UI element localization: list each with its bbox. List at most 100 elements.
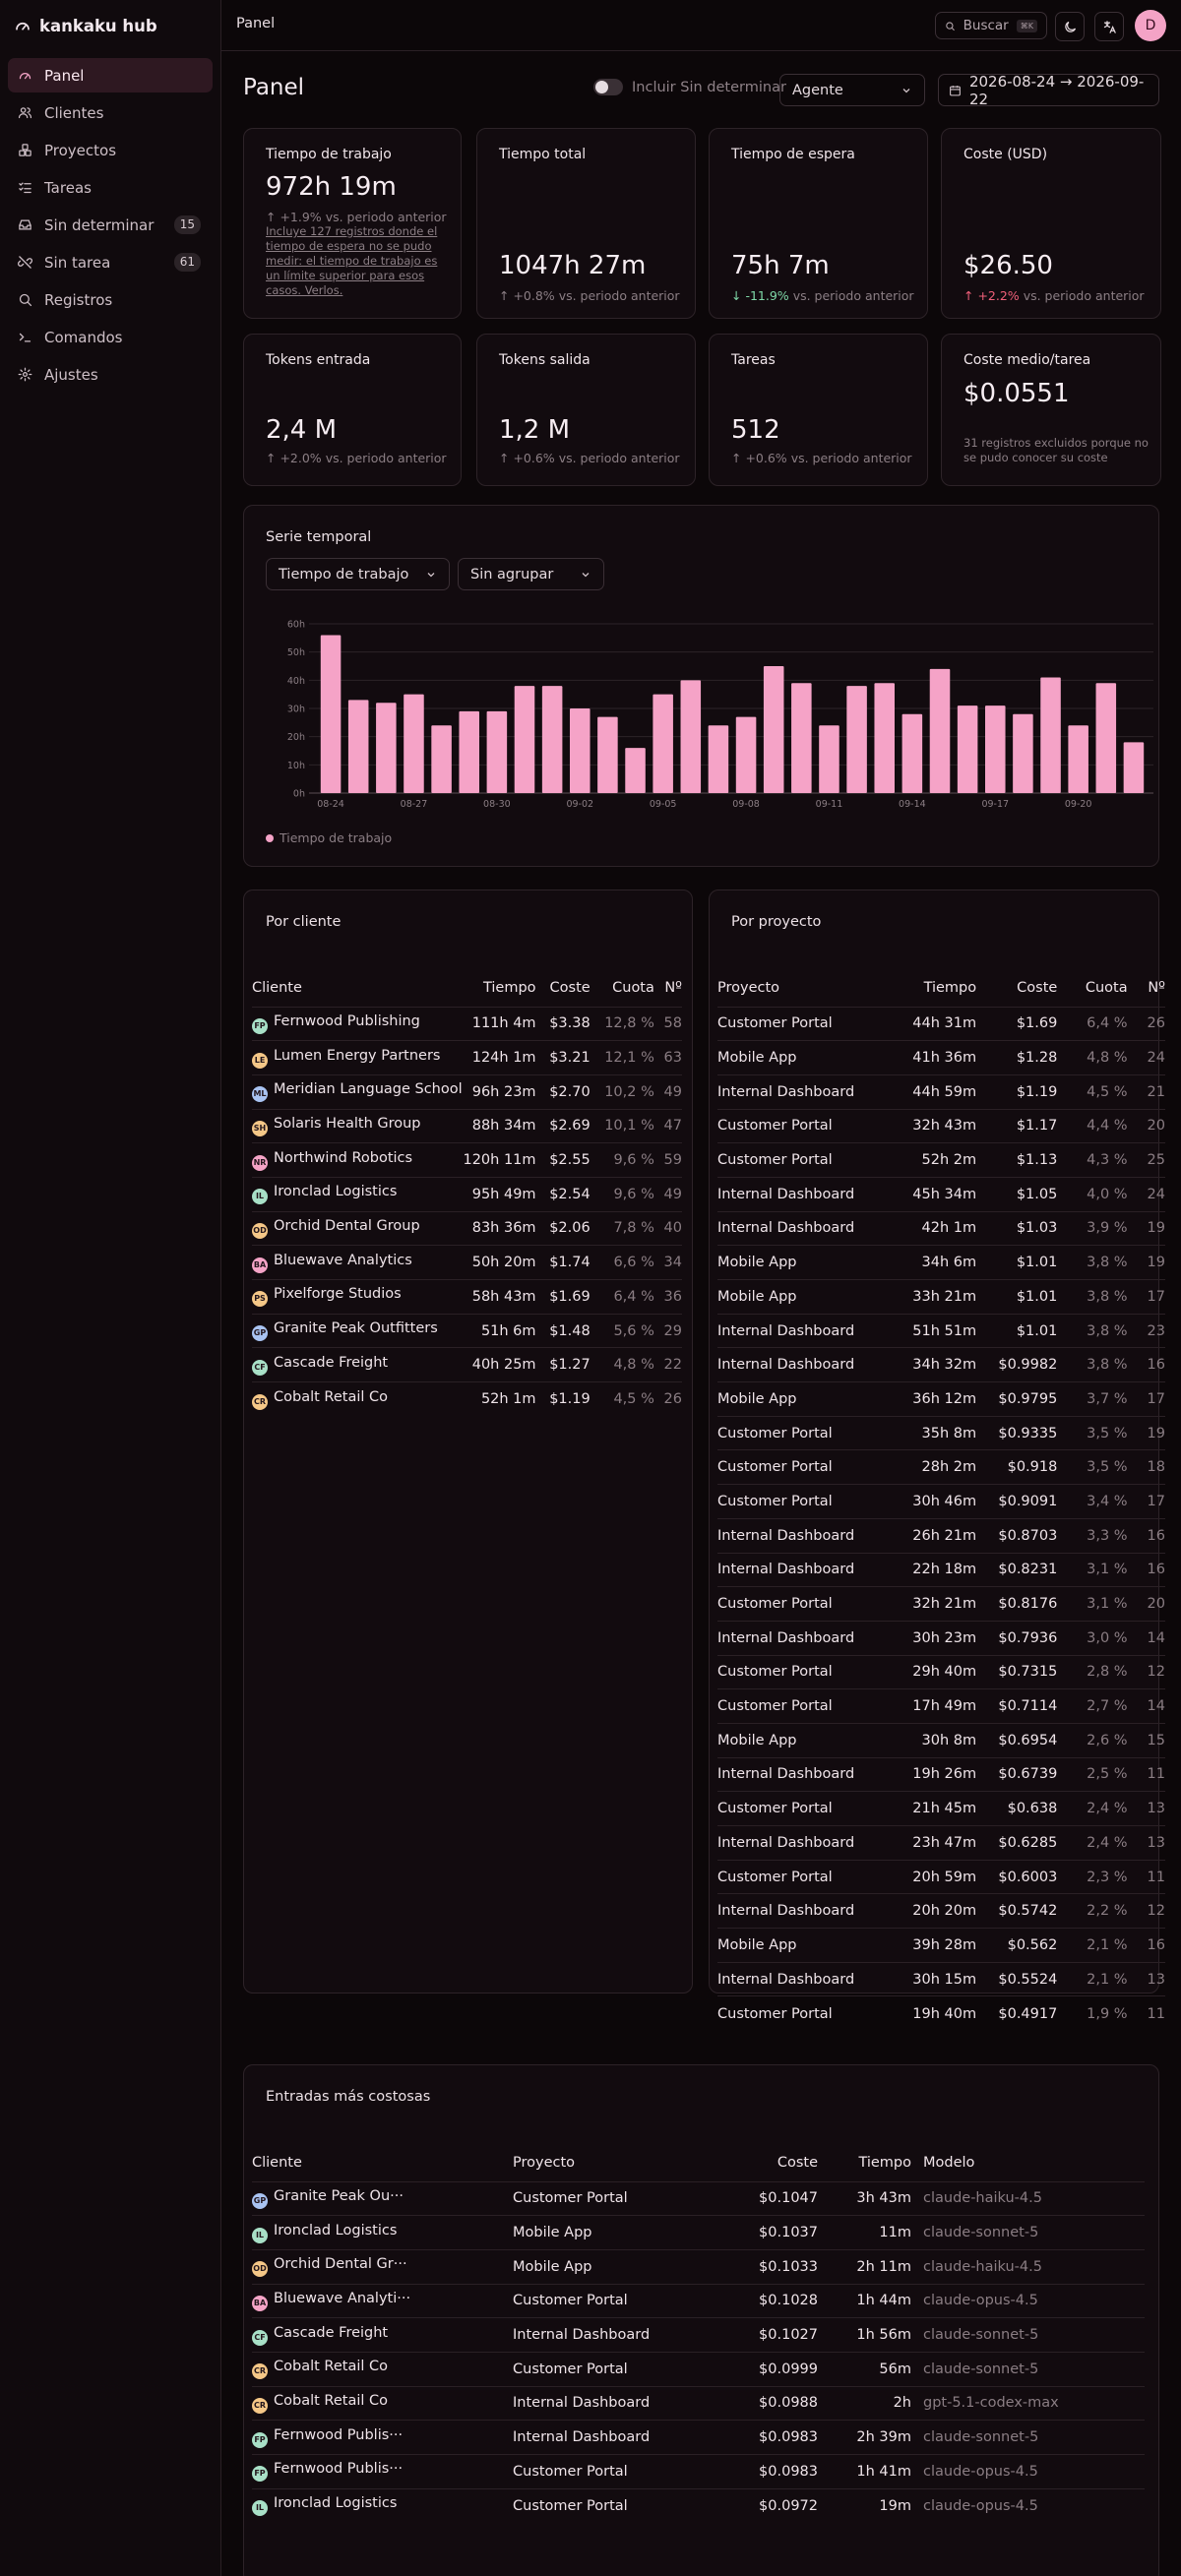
date-range-picker[interactable]: 2026-08-24 → 2026-09-22 <box>938 73 1159 108</box>
stat-note-link[interactable]: Incluye 127 registros donde el tiempo de… <box>266 224 438 297</box>
table-row[interactable]: Mobile App 33h 21m $1.01 3,8 % 17 <box>717 1279 1165 1315</box>
table-row[interactable]: CR Cobalt Retail Co Customer Portal $0.0999… <box>252 2351 1145 2387</box>
chart-bar[interactable] <box>486 710 508 793</box>
sidebar-item-registros[interactable]: Registros <box>8 282 213 317</box>
column-header[interactable]: Proyecto <box>513 2155 576 2172</box>
avatar[interactable]: D <box>1135 10 1166 41</box>
table-row[interactable]: Customer Portal 20h 59m $0.6003 2,3 % 11 <box>717 1859 1165 1894</box>
include-undetermined-toggle[interactable]: Incluir Sin determinar <box>593 79 786 95</box>
theme-toggle-button[interactable] <box>1055 12 1085 41</box>
table-row[interactable]: FP Fernwood Publis··· Customer Portal $0.09… <box>252 2454 1145 2489</box>
table-row[interactable]: OD Orchid Dental Group 83h 36m $2.06 7,8 % 40 <box>252 1210 682 1246</box>
table-row[interactable]: Mobile App 30h 8m $0.6954 2,6 % 15 <box>717 1722 1165 1758</box>
table-row[interactable]: Internal Dashboard 34h 32m $0.9982 3,8 % 16 <box>717 1347 1165 1382</box>
chart-bar[interactable] <box>957 705 978 793</box>
table-row[interactable]: Customer Portal 30h 46m $0.9091 3,4 % 17 <box>717 1484 1165 1519</box>
table-row[interactable]: Internal Dashboard 30h 23m $0.7936 3,0 % 14 <box>717 1620 1165 1656</box>
column-header[interactable]: Coste <box>549 980 590 997</box>
chart-bar[interactable] <box>625 748 646 793</box>
sidebar-item-comandos[interactable]: Comandos <box>8 320 213 354</box>
table-row[interactable]: Internal Dashboard 42h 1m $1.03 3,9 % 19 <box>717 1210 1165 1246</box>
chart-bar[interactable] <box>846 686 867 793</box>
table-row[interactable]: CF Cascade Freight Internal Dashboard $0.10… <box>252 2317 1145 2353</box>
column-header[interactable]: Cuota <box>1085 980 1128 997</box>
chart-bar[interactable] <box>735 716 757 793</box>
table-row[interactable]: Internal Dashboard 51h 51m $1.01 3,8 % 23 <box>717 1313 1165 1348</box>
column-header[interactable]: Tiempo <box>482 980 536 997</box>
sidebar-item-ajustes[interactable]: Ajustes <box>8 357 213 392</box>
table-row[interactable]: Internal Dashboard 20h 20m $0.5742 2,2 % 12 <box>717 1893 1165 1929</box>
chart-bar[interactable] <box>819 725 839 793</box>
chart-bar[interactable] <box>459 710 480 793</box>
table-row[interactable]: NR Northwind Robotics 120h 11m $2.55 9,6 % 59 <box>252 1142 682 1178</box>
table-row[interactable]: Internal Dashboard 45h 34m $1.05 4,0 % 24 <box>717 1176 1165 1212</box>
table-row[interactable]: CF Cascade Freight 40h 25m $1.27 4,8 % 22 <box>252 1347 682 1382</box>
table-row[interactable]: Internal Dashboard 30h 15m $0.5524 2,1 % 13 <box>717 1961 1165 1996</box>
table-row[interactable]: Customer Portal 17h 49m $0.7114 2,7 % 14 <box>717 1688 1165 1724</box>
agent-select[interactable]: Agente <box>779 74 925 106</box>
table-row[interactable]: SH Solaris Health Group 88h 34m $2.69 10,1 %… <box>252 1108 682 1143</box>
chart-bar[interactable] <box>680 680 702 793</box>
chart-bar[interactable] <box>1013 713 1033 793</box>
chart-bar[interactable] <box>376 703 397 793</box>
chart-bar[interactable] <box>1040 677 1061 793</box>
table-row[interactable]: FP Fernwood Publis··· Internal Dashboard $0… <box>252 2420 1145 2455</box>
table-row[interactable]: ML Meridian Language School 96h 23m $2.70 10… <box>252 1073 682 1110</box>
table-row[interactable]: Internal Dashboard 23h 47m $0.6285 2,4 % 13 <box>717 1825 1165 1861</box>
column-header[interactable]: Coste <box>1017 980 1058 997</box>
table-row[interactable]: PS Pixelforge Studios 58h 43m $1.69 6,4 % 36 <box>252 1279 682 1315</box>
table-row[interactable]: Customer Portal 32h 43m $1.17 4,4 % 20 <box>717 1108 1165 1143</box>
table-row[interactable]: Customer Portal 29h 40m $0.7315 2,8 % 12 <box>717 1654 1165 1689</box>
table-row[interactable]: Customer Portal 19h 40m $0.4917 1,9 % 11 <box>717 1995 1165 2031</box>
sidebar-item-sin-determinar[interactable]: Sin determinar 15 <box>8 208 213 242</box>
table-row[interactable]: Internal Dashboard 22h 18m $0.8231 3,1 % 16 <box>717 1552 1165 1587</box>
chart-bar[interactable] <box>597 716 618 793</box>
sidebar-item-tareas[interactable]: Tareas <box>8 170 213 205</box>
table-row[interactable]: IL Ironclad Logistics Customer Portal $0.09… <box>252 2487 1145 2523</box>
table-row[interactable]: Customer Portal 52h 2m $1.13 4,3 % 25 <box>717 1142 1165 1178</box>
table-row[interactable]: Internal Dashboard 19h 26m $0.6739 2,5 % 11 <box>717 1756 1165 1792</box>
table-row[interactable]: Mobile App 39h 28m $0.562 2,1 % 16 <box>717 1928 1165 1963</box>
chart-bar[interactable] <box>569 708 590 793</box>
column-header[interactable]: Tiempo <box>858 2155 911 2172</box>
chart-bar[interactable] <box>708 725 729 793</box>
table-row[interactable]: Customer Portal 32h 21m $0.8176 3,1 % 20 <box>717 1586 1165 1622</box>
chart-bar[interactable] <box>901 713 923 793</box>
column-header[interactable]: Cliente <box>252 2155 302 2172</box>
chart-bar[interactable] <box>984 705 1006 793</box>
chart-bar[interactable] <box>1123 742 1145 793</box>
chart-bar[interactable] <box>791 683 812 793</box>
column-header[interactable]: Nº <box>664 980 682 997</box>
chart-bar[interactable] <box>1095 683 1117 793</box>
table-row[interactable]: BA Bluewave Analyti··· Customer Portal $0.1… <box>252 2283 1145 2318</box>
sidebar-item-panel[interactable]: Panel <box>8 58 213 92</box>
chart-bar[interactable] <box>874 683 896 793</box>
column-header[interactable]: Nº <box>1148 980 1165 997</box>
column-header[interactable]: Modelo <box>923 2155 975 2172</box>
toggle-switch[interactable] <box>593 79 623 95</box>
table-row[interactable]: IL Ironclad Logistics Mobile App $0.1037 11m… <box>252 2215 1145 2250</box>
chart-bar[interactable] <box>431 725 452 793</box>
table-row[interactable]: Customer Portal 21h 45m $0.638 2,4 % 13 <box>717 1791 1165 1826</box>
table-row[interactable]: OD Orchid Dental Gr··· Mobile App $0.1033 2h… <box>252 2248 1145 2285</box>
table-row[interactable]: Mobile App 34h 6m $1.01 3,8 % 19 <box>717 1245 1165 1280</box>
table-row[interactable]: Customer Portal 35h 8m $0.9335 3,5 % 19 <box>717 1415 1165 1450</box>
table-row[interactable]: CR Cobalt Retail Co 52h 1m $1.19 4,5 % 26 <box>252 1381 682 1417</box>
table-row[interactable]: Customer Portal 28h 2m $0.918 3,5 % 18 <box>717 1449 1165 1485</box>
metric-select[interactable]: Tiempo de trabajo <box>266 558 450 590</box>
table-row[interactable]: FP Fernwood Publishing 111h 4m $3.38 12,8 % 5… <box>252 1006 682 1041</box>
search-button[interactable]: Buscar ⌘K <box>935 12 1047 39</box>
chart-bar[interactable] <box>763 666 784 793</box>
column-header[interactable]: Proyecto <box>717 980 780 997</box>
table-row[interactable]: Internal Dashboard 44h 59m $1.19 4,5 % 21 <box>717 1073 1165 1110</box>
chart-bar[interactable] <box>1068 725 1088 793</box>
table-row[interactable]: Mobile App 41h 36m $1.28 4,8 % 24 <box>717 1040 1165 1075</box>
group-select[interactable]: Sin agrupar <box>458 558 604 590</box>
chart-bar[interactable] <box>514 686 535 793</box>
brand[interactable]: kankaku hub <box>14 14 157 37</box>
column-header[interactable]: Tiempo <box>923 980 977 997</box>
table-row[interactable]: LE Lumen Energy Partners 124h 1m $3.21 12,1 … <box>252 1040 682 1075</box>
chart-bar[interactable] <box>929 668 951 793</box>
table-row[interactable]: Internal Dashboard 26h 21m $0.8703 3,3 % 16 <box>717 1517 1165 1553</box>
table-row[interactable]: BA Bluewave Analytics 50h 20m $1.74 6,6 % 34 <box>252 1245 682 1280</box>
